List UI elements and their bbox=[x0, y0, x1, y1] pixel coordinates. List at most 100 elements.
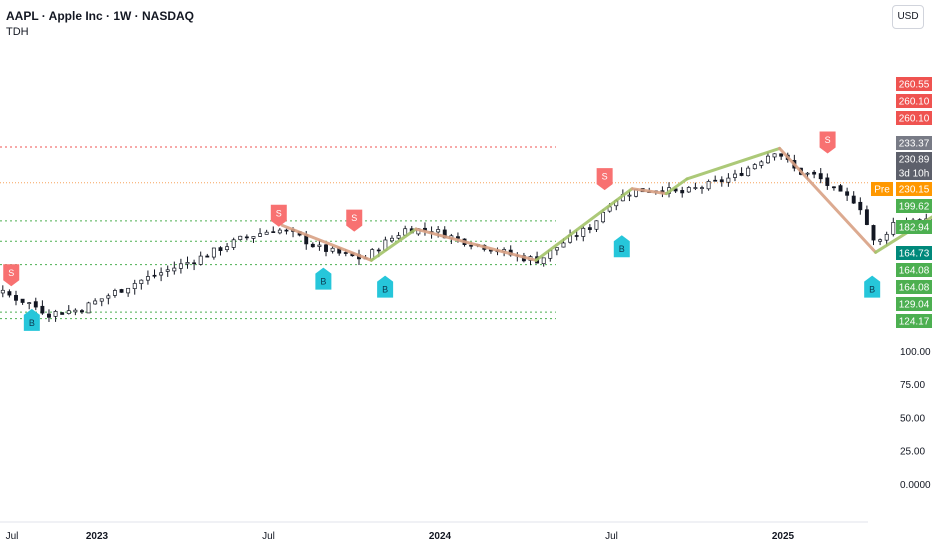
candle-body bbox=[324, 244, 328, 252]
candle-body bbox=[818, 173, 823, 180]
candle-body bbox=[185, 262, 190, 265]
buy-signal-marker: B bbox=[377, 275, 394, 298]
indicator-name[interactable]: TDH bbox=[6, 26, 29, 38]
candle-body bbox=[587, 227, 592, 230]
candle-body bbox=[192, 262, 197, 265]
candle-body bbox=[878, 239, 883, 242]
buy-signal-marker: B bbox=[315, 267, 332, 290]
candle-body bbox=[119, 289, 124, 293]
sell-signal-label: S bbox=[8, 268, 14, 278]
candle-body bbox=[277, 229, 282, 234]
buy-signal-label: B bbox=[619, 244, 625, 254]
sell-signal-marker: S bbox=[596, 168, 613, 191]
level-lines bbox=[0, 146, 868, 320]
time-axis-tick: 2025 bbox=[772, 531, 795, 542]
candle-body bbox=[766, 155, 770, 164]
price-label-bg bbox=[896, 280, 932, 294]
candle-body bbox=[20, 298, 25, 303]
candle-body bbox=[66, 310, 71, 314]
candle-body bbox=[198, 255, 203, 265]
pre-market-label: Pre bbox=[871, 182, 893, 196]
sell-signal-shape bbox=[270, 204, 287, 227]
candle-body bbox=[396, 235, 401, 239]
chart-title: AAPL · Apple Inc · 1W · NASDAQ bbox=[6, 9, 195, 23]
candles bbox=[0, 151, 932, 322]
candle-body bbox=[871, 225, 876, 241]
zigzag-segment bbox=[280, 223, 373, 262]
candle-body bbox=[469, 244, 474, 247]
buy-signal-shape bbox=[315, 267, 332, 290]
price-label-text: 260.10 bbox=[899, 97, 930, 108]
candle-body bbox=[601, 211, 606, 223]
price-label: 164.08 bbox=[896, 280, 932, 294]
price-label-text: 164.08 bbox=[899, 283, 930, 294]
candle-body bbox=[858, 201, 863, 211]
candle-body bbox=[581, 227, 586, 237]
price-label: 164.73 bbox=[896, 246, 932, 260]
candle-body bbox=[0, 289, 5, 294]
buy-signal-marker: B bbox=[23, 308, 40, 331]
currency-button[interactable]: USD bbox=[892, 5, 924, 29]
candle-body bbox=[53, 311, 58, 317]
candle-body bbox=[851, 195, 856, 204]
price-label-text: 199.62 bbox=[899, 202, 930, 213]
candle-body bbox=[772, 153, 777, 158]
zigzag-segment bbox=[685, 146, 782, 181]
sell-signal-shape bbox=[3, 264, 20, 287]
candle-body bbox=[271, 231, 276, 233]
price-label-bg bbox=[896, 111, 932, 125]
candle-body bbox=[99, 298, 104, 302]
sell-signal-marker: S bbox=[346, 209, 363, 232]
buy-signal-label: B bbox=[382, 285, 388, 295]
sell-signal-marker: S bbox=[819, 131, 836, 154]
candle-body bbox=[554, 247, 559, 251]
price-label: 164.08 bbox=[896, 263, 932, 277]
price-label-text: 260.55 bbox=[899, 80, 930, 91]
price-label-text: 233.37 bbox=[899, 139, 930, 150]
price-label: 124.17 bbox=[896, 314, 932, 328]
candle-body bbox=[172, 267, 177, 272]
price-axis-tick: 0.0000 bbox=[900, 480, 931, 491]
pre-label-bg bbox=[871, 182, 893, 196]
price-label-text: 129.04 bbox=[899, 300, 930, 311]
candle-body bbox=[205, 255, 210, 258]
candle-body bbox=[40, 305, 45, 314]
price-label-bg bbox=[896, 199, 932, 213]
candle-body bbox=[825, 177, 830, 186]
candle-body bbox=[574, 235, 579, 237]
price-label: 260.55 bbox=[896, 77, 932, 91]
candle-body bbox=[376, 249, 381, 252]
price-label-text: 164.73 bbox=[899, 249, 930, 260]
sell-signal-label: S bbox=[351, 213, 357, 223]
candle-body bbox=[139, 279, 144, 284]
candle-body bbox=[264, 231, 269, 235]
price-label-text: 3d 10h bbox=[899, 169, 930, 180]
candle-body bbox=[864, 209, 869, 225]
candle-body bbox=[112, 290, 117, 296]
candle-body bbox=[86, 302, 91, 314]
candle-body bbox=[60, 312, 65, 315]
buy-signal-shape bbox=[864, 275, 881, 298]
candle-body bbox=[165, 269, 170, 272]
candle-body bbox=[891, 222, 896, 235]
time-axis-tick: 2024 bbox=[429, 531, 452, 542]
candle-body bbox=[680, 190, 685, 194]
price-label-bg bbox=[896, 220, 932, 234]
candle-body bbox=[706, 181, 711, 190]
price-label-bg bbox=[896, 136, 932, 150]
candle-body bbox=[33, 301, 38, 308]
price-label-text: 164.08 bbox=[899, 266, 930, 277]
price-label-text: 124.17 bbox=[899, 317, 930, 328]
candle-body bbox=[231, 239, 236, 248]
time-axis-tick: 2023 bbox=[86, 531, 109, 542]
candle-body bbox=[726, 177, 731, 183]
candle-body bbox=[132, 283, 137, 289]
candle-body bbox=[317, 244, 322, 247]
candle-body bbox=[390, 237, 394, 242]
price-label: 129.04 bbox=[896, 297, 932, 311]
buy-signal-label: B bbox=[29, 318, 35, 328]
candle-body bbox=[93, 300, 98, 305]
candle-body bbox=[244, 236, 249, 239]
buy-signal-label: B bbox=[869, 285, 875, 295]
